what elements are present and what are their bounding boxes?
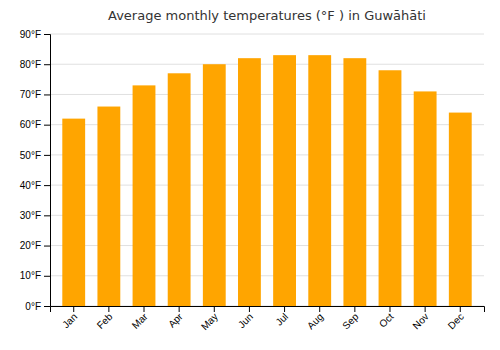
y-tick-label: 30°F xyxy=(20,210,41,221)
bars xyxy=(62,55,471,306)
y-tick-label: 50°F xyxy=(20,150,41,161)
x-tick-label: Oct xyxy=(377,311,396,330)
y-axis-line xyxy=(44,35,51,307)
y-tick: 40°F xyxy=(20,180,50,191)
x-tick-label: May xyxy=(199,311,220,332)
y-tick-label: 60°F xyxy=(20,119,41,130)
plot: 0°F 10°F 20°F 30°F 40°F 50°F 60°F 70°F 80°F 90°F J… xyxy=(20,29,485,332)
bar xyxy=(97,107,120,306)
x-tick: Nov xyxy=(410,306,430,331)
x-tick: Mar xyxy=(130,306,150,331)
bar xyxy=(379,70,402,306)
x-tick-label: Aug xyxy=(305,311,325,331)
x-tick-label: Jan xyxy=(60,311,79,330)
x-tick: Dec xyxy=(446,306,466,331)
y-tick: 0°F xyxy=(25,301,50,312)
x-tick-mark xyxy=(108,306,109,312)
y-tick-mark xyxy=(44,306,50,307)
x-tick: Apr xyxy=(166,306,185,330)
grid-line xyxy=(50,64,484,65)
y-tick-label: 10°F xyxy=(20,270,41,281)
y-tick: 10°F xyxy=(20,270,50,281)
bar xyxy=(203,64,226,306)
y-tick: 60°F xyxy=(20,119,50,130)
x-tick-mark xyxy=(179,306,180,312)
bar xyxy=(273,55,296,306)
x-tick-mark xyxy=(354,306,355,312)
y-tick-mark xyxy=(44,64,50,65)
y-tick-mark xyxy=(44,185,50,186)
x-tick-mark xyxy=(249,306,250,312)
y-tick-mark xyxy=(44,94,50,95)
x-tick-mark xyxy=(425,306,426,312)
x-tick-label: Mar xyxy=(130,310,150,330)
x-tick: Jul xyxy=(273,306,290,328)
x-tick-label: Dec xyxy=(446,311,466,331)
y-tick: 20°F xyxy=(20,240,50,251)
bar xyxy=(168,73,191,306)
x-tick: Feb xyxy=(95,306,115,331)
x-tick-mark xyxy=(284,306,285,312)
y-tick: 50°F xyxy=(20,150,50,161)
x-tick-mark xyxy=(319,306,320,312)
x-tick: May xyxy=(199,306,220,332)
x-axis: Jan Feb Mar Apr May Jun Jul Aug Sep Oct Nov Dec xyxy=(51,306,485,332)
bar xyxy=(343,58,366,306)
grid xyxy=(50,34,484,306)
y-tick-label: 0°F xyxy=(25,301,41,312)
y-tick-label: 80°F xyxy=(20,59,41,70)
x-tick-label: Sep xyxy=(340,311,361,332)
x-tick-mark xyxy=(389,306,390,312)
y-tick: 30°F xyxy=(20,210,50,221)
y-tick: 90°F xyxy=(20,29,50,40)
grid-line xyxy=(50,34,484,35)
bar xyxy=(449,113,472,306)
y-tick-label: 70°F xyxy=(20,89,41,100)
y-tick: 80°F xyxy=(20,59,50,70)
x-tick-label: Apr xyxy=(166,310,185,329)
y-tick-mark xyxy=(44,125,50,126)
x-tick-label: Feb xyxy=(95,311,115,331)
y-tick-mark xyxy=(44,276,50,277)
x-tick-label: Jul xyxy=(273,311,290,328)
x-tick-mark xyxy=(214,306,215,312)
y-tick-label: 40°F xyxy=(20,180,41,191)
bar xyxy=(238,58,261,306)
y-tick-label: 20°F xyxy=(20,240,41,251)
x-tick-mark xyxy=(144,306,145,312)
x-tick-mark xyxy=(73,306,74,312)
title: Average monthly temperatures (°F ) in Gu… xyxy=(108,8,426,23)
y-tick-mark xyxy=(44,34,50,35)
x-axis-line xyxy=(51,307,485,313)
bar xyxy=(133,85,156,306)
y-tick: 70°F xyxy=(20,89,50,100)
x-tick: Sep xyxy=(340,306,361,331)
x-tick: Aug xyxy=(305,306,325,331)
x-tick: Jun xyxy=(236,306,255,330)
y-tick-mark xyxy=(44,155,50,156)
bar xyxy=(414,91,437,306)
y-axis: 0°F 10°F 20°F 30°F 40°F 50°F 60°F 70°F 80°F 90°F xyxy=(20,29,51,312)
y-tick-mark xyxy=(44,246,50,247)
x-tick-label: Nov xyxy=(410,311,430,331)
x-tick: Jan xyxy=(60,306,79,330)
x-tick: Oct xyxy=(377,306,396,330)
chart: Average monthly temperatures (°F ) in Gu… xyxy=(0,0,500,350)
bar xyxy=(308,55,331,306)
x-tick-label: Jun xyxy=(236,311,255,330)
bar xyxy=(62,119,85,306)
y-tick-label: 90°F xyxy=(20,29,41,40)
x-tick-mark xyxy=(460,306,461,312)
y-tick-mark xyxy=(44,215,50,216)
